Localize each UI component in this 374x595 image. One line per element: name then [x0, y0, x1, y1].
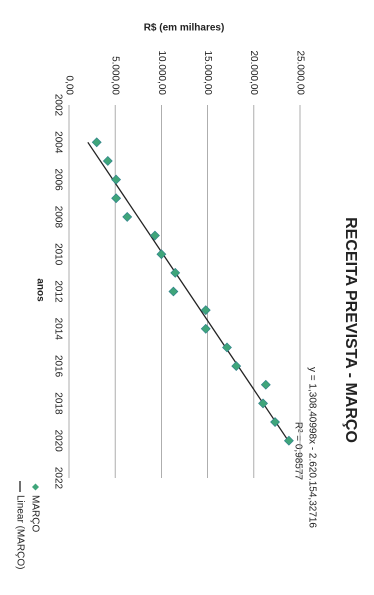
y-tick-label: 0,00: [63, 76, 74, 96]
y-tick-label: 20.000,00: [248, 51, 259, 96]
point: [222, 342, 232, 353]
chart-title: RECEITA PREVISTA - MARÇO: [342, 217, 359, 443]
x-tick-label: 2002: [52, 94, 63, 117]
x-tick-label: 2014: [52, 318, 63, 341]
point: [111, 174, 122, 185]
chart-body: RECEITA PREVISTA - MARÇO y = 1,308,40998…: [14, 23, 358, 570]
point: [231, 361, 242, 372]
y-tick-label: 15.000,00: [202, 51, 213, 96]
x-axis-label: anos: [34, 278, 45, 302]
legend-label: MARÇO: [29, 495, 40, 532]
equation: y = 1,308,40998x - 2.620.154,32716: [306, 367, 317, 528]
x-tick-label: 2012: [52, 280, 63, 303]
point: [260, 379, 271, 390]
x-tick-label: 2022: [52, 467, 63, 490]
x-tick-label: 2008: [52, 206, 63, 229]
point: [111, 193, 122, 204]
point: [102, 156, 113, 166]
y-tick-label: 25.000,00: [294, 51, 305, 96]
trendline: [87, 141, 289, 442]
x-tick-label: 2020: [52, 430, 63, 453]
x-tick-label: 2004: [52, 131, 63, 154]
x-tick-label: 2018: [52, 392, 63, 415]
point: [122, 211, 133, 222]
point: [258, 398, 268, 409]
point: [91, 137, 102, 148]
y-tick-label: 5.000,00: [110, 56, 121, 95]
x-tick-label: 2016: [52, 355, 63, 378]
legend-label: Linear (MARÇO): [14, 495, 25, 569]
point: [168, 286, 179, 297]
legend-marker: [32, 483, 39, 491]
r-squared: R² = 0,98577: [292, 422, 303, 481]
point: [156, 249, 167, 260]
y-axis-label: R$ (em milhares): [144, 23, 225, 34]
y-tick-label: 10.000,00: [156, 51, 167, 96]
point: [150, 230, 160, 241]
point: [170, 267, 181, 278]
point: [200, 323, 211, 334]
point: [270, 417, 280, 427]
x-tick-label: 2010: [52, 243, 63, 266]
point: [283, 435, 294, 446]
point: [200, 305, 211, 316]
x-tick-label: 2006: [52, 168, 63, 191]
